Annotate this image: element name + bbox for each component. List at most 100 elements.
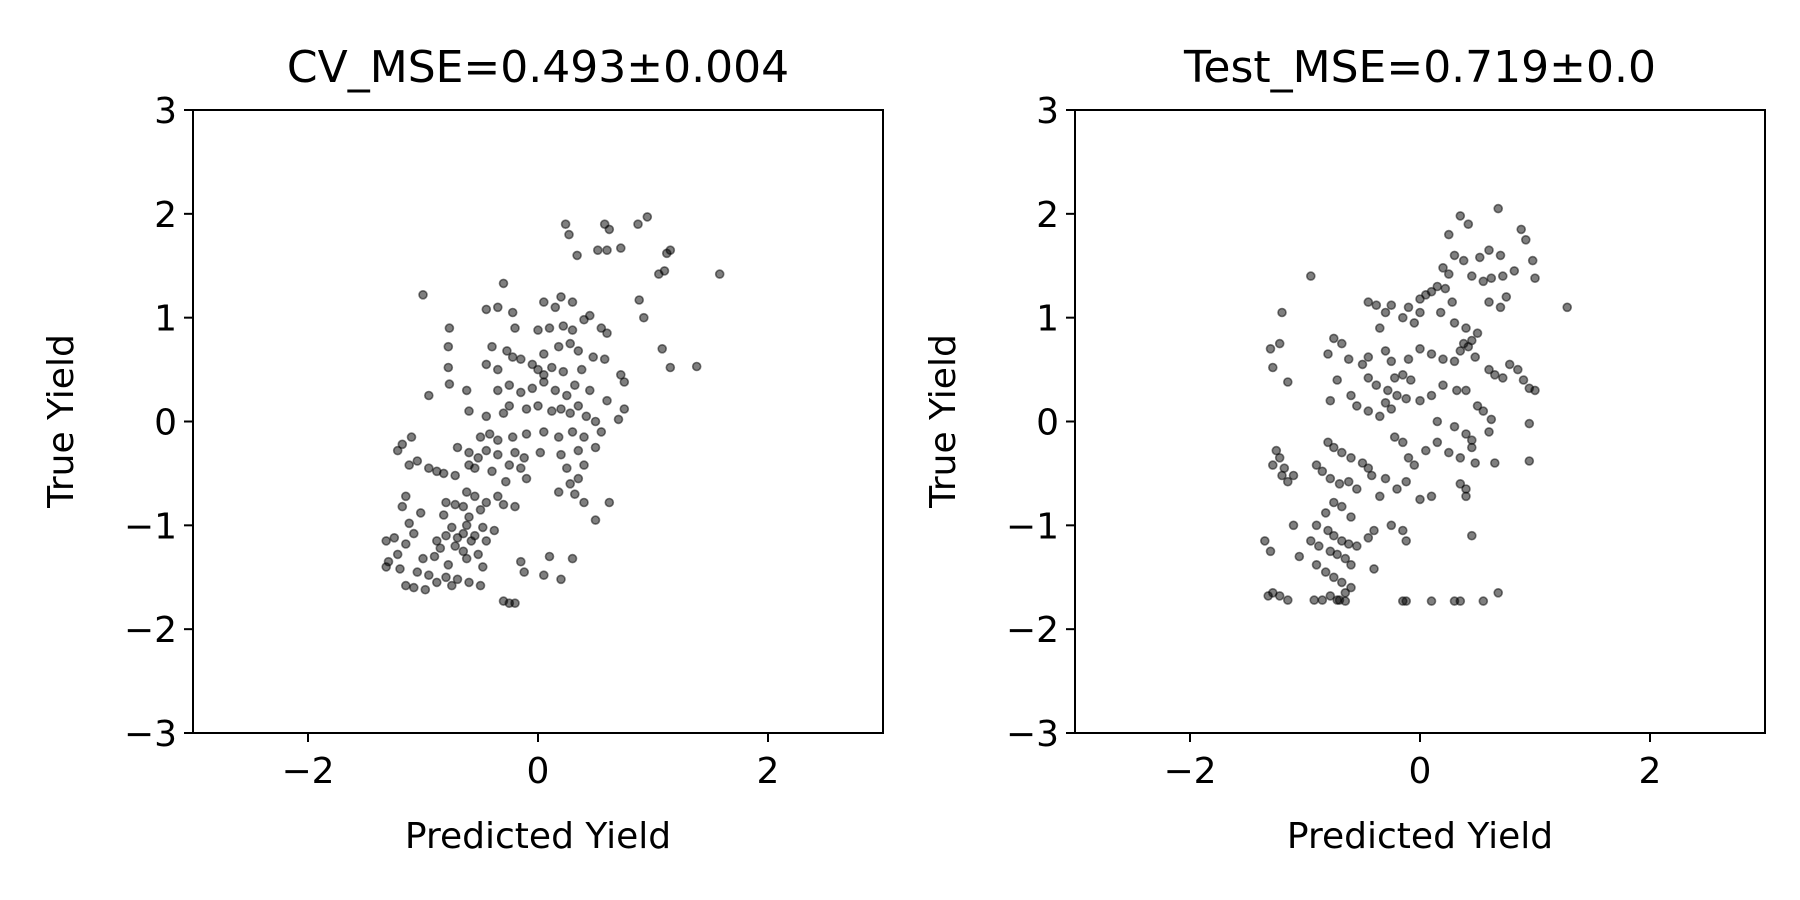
data-point bbox=[1478, 596, 1489, 606]
data-point bbox=[1415, 343, 1425, 354]
data-point bbox=[590, 416, 601, 427]
data-point bbox=[1383, 385, 1393, 396]
data-point bbox=[1463, 219, 1474, 229]
y-tick-label: −1 bbox=[124, 506, 177, 547]
data-point bbox=[1320, 508, 1331, 518]
data-point bbox=[435, 543, 446, 554]
data-point bbox=[1323, 525, 1333, 536]
x-tick-label: 2 bbox=[1639, 751, 1662, 792]
data-point bbox=[1440, 283, 1451, 294]
data-point bbox=[558, 321, 569, 331]
data-point bbox=[1375, 323, 1385, 333]
data-point bbox=[464, 447, 474, 458]
data-point bbox=[1470, 458, 1480, 468]
data-point bbox=[1401, 476, 1411, 487]
data-point bbox=[450, 499, 461, 510]
data-point bbox=[1274, 591, 1285, 601]
data-point bbox=[487, 466, 497, 477]
y-tick-label: −2 bbox=[124, 610, 177, 651]
data-point bbox=[507, 307, 518, 318]
data-point bbox=[461, 487, 472, 497]
data-point bbox=[1524, 418, 1535, 429]
data-point bbox=[481, 536, 492, 546]
data-point bbox=[438, 468, 449, 479]
data-point bbox=[1346, 582, 1356, 593]
data-point bbox=[515, 556, 526, 567]
data-point bbox=[441, 572, 451, 583]
data-point bbox=[556, 292, 566, 302]
data-point bbox=[569, 489, 580, 500]
x-axis-label: Predicted Yield bbox=[1287, 816, 1553, 857]
data-point bbox=[1268, 460, 1278, 470]
data-point bbox=[1389, 373, 1400, 383]
data-point bbox=[1493, 203, 1503, 214]
data-point bbox=[1398, 312, 1408, 323]
y-tick-label: 2 bbox=[154, 195, 177, 236]
data-point bbox=[392, 445, 403, 456]
data-point bbox=[420, 584, 431, 595]
data-point bbox=[507, 352, 518, 362]
data-point bbox=[1467, 335, 1477, 346]
y-tick-label: −1 bbox=[1006, 506, 1059, 547]
data-point bbox=[604, 224, 615, 235]
data-point bbox=[561, 463, 572, 474]
data-point bbox=[500, 476, 511, 487]
data-point bbox=[1340, 553, 1351, 564]
data-point bbox=[1415, 395, 1425, 406]
y-tick-label: 3 bbox=[1036, 91, 1059, 132]
x-tick-label: 2 bbox=[757, 751, 780, 792]
data-point bbox=[464, 406, 474, 416]
data-point bbox=[510, 323, 520, 333]
data-point bbox=[1352, 484, 1362, 494]
data-point bbox=[431, 536, 442, 546]
data-point bbox=[1357, 359, 1368, 370]
data-point bbox=[492, 385, 503, 396]
data-point bbox=[504, 460, 515, 470]
data-point bbox=[1461, 491, 1471, 502]
y-tick-label: 1 bbox=[1036, 299, 1059, 340]
data-point bbox=[1447, 297, 1457, 307]
data-point bbox=[1380, 307, 1391, 318]
data-point bbox=[395, 564, 405, 574]
data-point bbox=[1380, 473, 1391, 484]
data-point bbox=[1493, 587, 1503, 598]
data-point bbox=[1490, 458, 1500, 468]
data-point bbox=[487, 341, 497, 352]
data-point bbox=[572, 250, 582, 261]
x-axis-ticks: −2 0 2 bbox=[1163, 733, 1661, 792]
y-tick-label: −3 bbox=[124, 714, 177, 755]
data-point bbox=[1306, 271, 1316, 281]
data-point bbox=[423, 570, 434, 581]
data-point bbox=[412, 567, 423, 577]
data-point bbox=[1352, 401, 1362, 411]
data-point bbox=[481, 411, 492, 422]
data-point bbox=[1478, 276, 1489, 287]
data-point bbox=[561, 390, 572, 401]
data-point bbox=[1268, 362, 1278, 373]
data-point bbox=[507, 432, 518, 442]
data-point bbox=[584, 310, 595, 321]
data-point bbox=[1371, 380, 1382, 391]
data-point bbox=[592, 245, 603, 255]
data-point bbox=[546, 406, 557, 416]
data-point bbox=[533, 325, 543, 335]
data-point bbox=[553, 487, 564, 497]
data-point bbox=[397, 439, 408, 450]
data-point bbox=[1340, 587, 1351, 598]
data-point bbox=[502, 346, 512, 356]
data-point bbox=[1470, 352, 1480, 362]
data-point bbox=[596, 427, 607, 437]
data-point bbox=[604, 497, 615, 508]
data-point bbox=[1467, 271, 1477, 281]
data-point bbox=[1323, 349, 1333, 359]
data-point bbox=[1314, 541, 1324, 551]
data-point bbox=[1329, 442, 1339, 453]
data-point bbox=[441, 530, 451, 541]
data-point bbox=[527, 359, 538, 370]
data-point bbox=[1392, 390, 1402, 401]
data-point bbox=[634, 295, 645, 305]
data-point bbox=[1332, 375, 1342, 385]
data-point bbox=[1346, 512, 1356, 522]
data-point bbox=[441, 497, 451, 508]
